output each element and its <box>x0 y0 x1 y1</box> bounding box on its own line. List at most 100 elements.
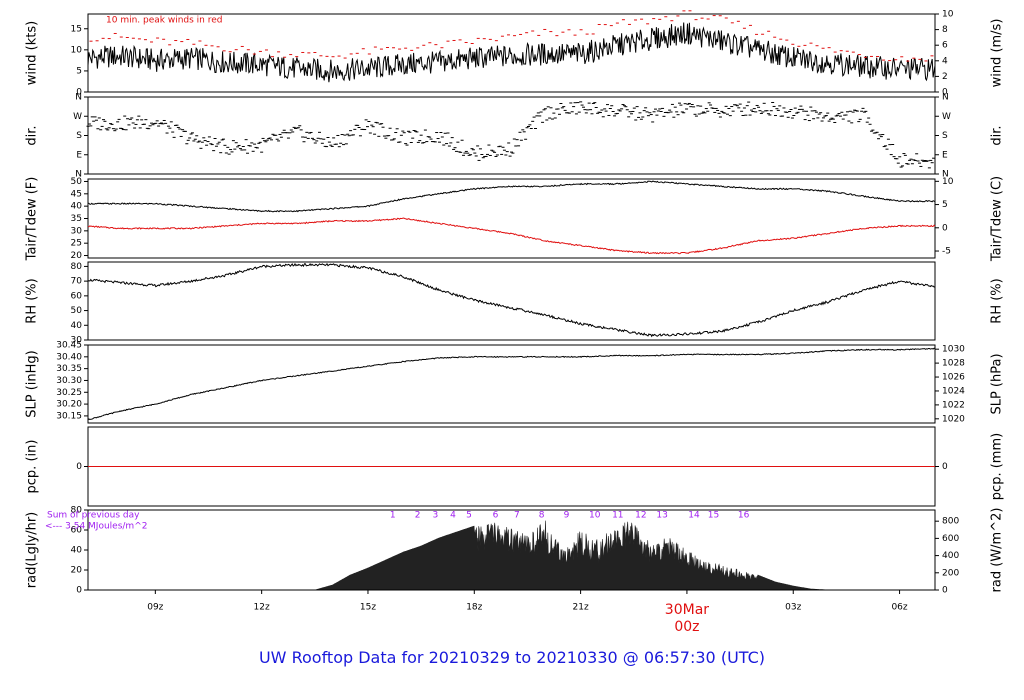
panel-frame <box>87 96 936 175</box>
y-tick-label-right: 1030 <box>942 345 965 355</box>
x-tick-label: 15z <box>360 603 376 613</box>
y-tick-label-right: N <box>942 170 949 180</box>
hour-label: 10 <box>589 511 601 521</box>
y-tick-label: 70 <box>71 277 83 287</box>
y-tick-label-right: -5 <box>942 247 951 257</box>
y-axis-label-right: dir. <box>990 125 1005 145</box>
x-tick-label: 09z <box>147 603 163 613</box>
y-tick-label-right: 10 <box>942 177 954 187</box>
panel-rh: 30 40 50 60 70 80 RH (%) RH (%) <box>25 261 1005 346</box>
y-tick-label: 20 <box>71 251 83 261</box>
y-axis-label-right: Tair/Tdew (C) <box>990 176 1005 262</box>
y-tick-label: 60 <box>71 291 83 301</box>
y-tick-label: 30 <box>71 336 83 346</box>
y-tick-label: 20 <box>71 566 83 576</box>
y-tick-label: 40 <box>71 321 83 331</box>
y-tick-label-right: 0 <box>942 88 948 98</box>
y-tick-label: 0 <box>76 586 82 596</box>
y-axis-label-right: RH (%) <box>990 278 1005 323</box>
y-axis-label: pcp. (in) <box>25 440 40 494</box>
y-axis-label-right: rad (W/m^2) <box>990 508 1005 593</box>
panel-pcp: 0 0 pcp. (in) pcp. (mm) <box>25 426 1005 507</box>
x-tick-label: 06z <box>891 603 907 613</box>
y-tick-label: 50 <box>71 177 83 187</box>
y-tick-label-right: W <box>942 112 951 122</box>
y-tick-label: 30.30 <box>56 376 82 386</box>
panel-frame <box>87 13 936 93</box>
y-tick-label: 35 <box>71 214 82 224</box>
hour-label: 3 <box>432 511 438 521</box>
y-axis-label-right: SLP (hPa) <box>990 353 1005 414</box>
hour-label: 8 <box>539 511 545 521</box>
y-tick-label: 80 <box>71 506 83 516</box>
hour-label: 15 <box>708 511 719 521</box>
hour-label: 1 <box>390 511 396 521</box>
x-tick-label-date: 30Mar <box>665 602 709 618</box>
hour-label: 12 <box>635 511 646 521</box>
hour-label: 4 <box>450 511 456 521</box>
y-tick-label-right: 1026 <box>942 373 965 383</box>
y-axis-label-right: pcp. (mm) <box>990 433 1005 500</box>
y-tick-label: 15 <box>71 24 82 34</box>
y-tick-label-right: 1024 <box>942 386 965 396</box>
y-tick-label-right: 0 <box>942 462 948 472</box>
y-tick-label-right: E <box>942 150 948 160</box>
y-axis-label: Tair/Tdew (F) <box>25 177 40 262</box>
hour-label: 9 <box>564 511 570 521</box>
x-tick-label: 21z <box>573 603 589 613</box>
y-axis-label: RH (%) <box>25 278 40 323</box>
y-tick-label: 30.35 <box>56 364 82 374</box>
hour-label: 7 <box>514 511 520 521</box>
y-tick-label-right: 2 <box>942 72 948 82</box>
y-tick-label: 0 <box>76 462 82 472</box>
panel-frame <box>87 344 936 424</box>
y-tick-label: N <box>75 93 82 103</box>
wind-speed-series <box>87 22 936 83</box>
y-tick-label-right: 6 <box>942 41 948 51</box>
y-tick-label-right: 800 <box>942 517 959 527</box>
y-tick-label-right: 8 <box>942 25 948 35</box>
y-tick-label: 30.40 <box>56 352 82 362</box>
y-tick-label-right: 1020 <box>942 414 965 424</box>
y-tick-label: 60 <box>71 526 83 536</box>
x-tick-label-hour: 00z <box>674 619 699 635</box>
radiation-area <box>314 520 829 591</box>
y-tick-label: 80 <box>71 262 83 272</box>
y-tick-label-right: N <box>942 93 949 103</box>
hour-label: 14 <box>688 511 700 521</box>
y-tick-label: 25 <box>71 239 82 249</box>
y-tick-label: W <box>73 112 82 122</box>
y-tick-label: 0 <box>76 88 82 98</box>
radiation-annotation: Sum of previous day <box>47 511 140 521</box>
y-tick-label-right: 0 <box>942 586 948 596</box>
x-tick-label: 18z <box>466 603 482 613</box>
y-axis-label: rad(Lgly/hr) <box>25 512 40 588</box>
series-Tdew <box>87 217 936 255</box>
y-tick-label: 45 <box>71 189 82 199</box>
y-tick-label: 30.20 <box>56 400 82 410</box>
y-tick-label-right: 10 <box>942 10 954 20</box>
y-tick-label-right: 600 <box>942 534 959 544</box>
panel-temp: 20 25 30 35 40 45 50 -5 0 5 10 Tair/Tdew (F) Tair/Td… <box>25 176 1005 262</box>
hour-label: 6 <box>493 511 499 521</box>
y-tick-label: 40 <box>71 202 83 212</box>
y-axis-label: dir. <box>25 125 40 145</box>
y-tick-label: 30.15 <box>56 411 82 421</box>
y-tick-label-right: 1022 <box>942 400 965 410</box>
wind-annotation: 10 min. peak winds in red <box>106 16 223 26</box>
y-tick-label-right: 0 <box>942 223 948 233</box>
series-Tair <box>87 180 936 213</box>
y-tick-label-right: 1028 <box>942 359 965 369</box>
hour-label: 11 <box>612 511 623 521</box>
hour-label: 5 <box>466 511 472 521</box>
series-rh <box>87 262 936 338</box>
panel-wind: 0 5 10 15 0 2 4 6 8 10 wind (kts) wind (m/s) 10 min.… <box>25 10 1005 98</box>
y-axis-label-right: wind (m/s) <box>990 19 1005 88</box>
y-axis-label: SLP (inHg) <box>25 350 40 418</box>
y-tick-label-right: S <box>942 131 948 141</box>
panel-frame <box>87 261 936 341</box>
y-tick-label: 40 <box>71 546 83 556</box>
chart-title: UW Rooftop Data for 20210329 to 20210330… <box>258 648 766 667</box>
